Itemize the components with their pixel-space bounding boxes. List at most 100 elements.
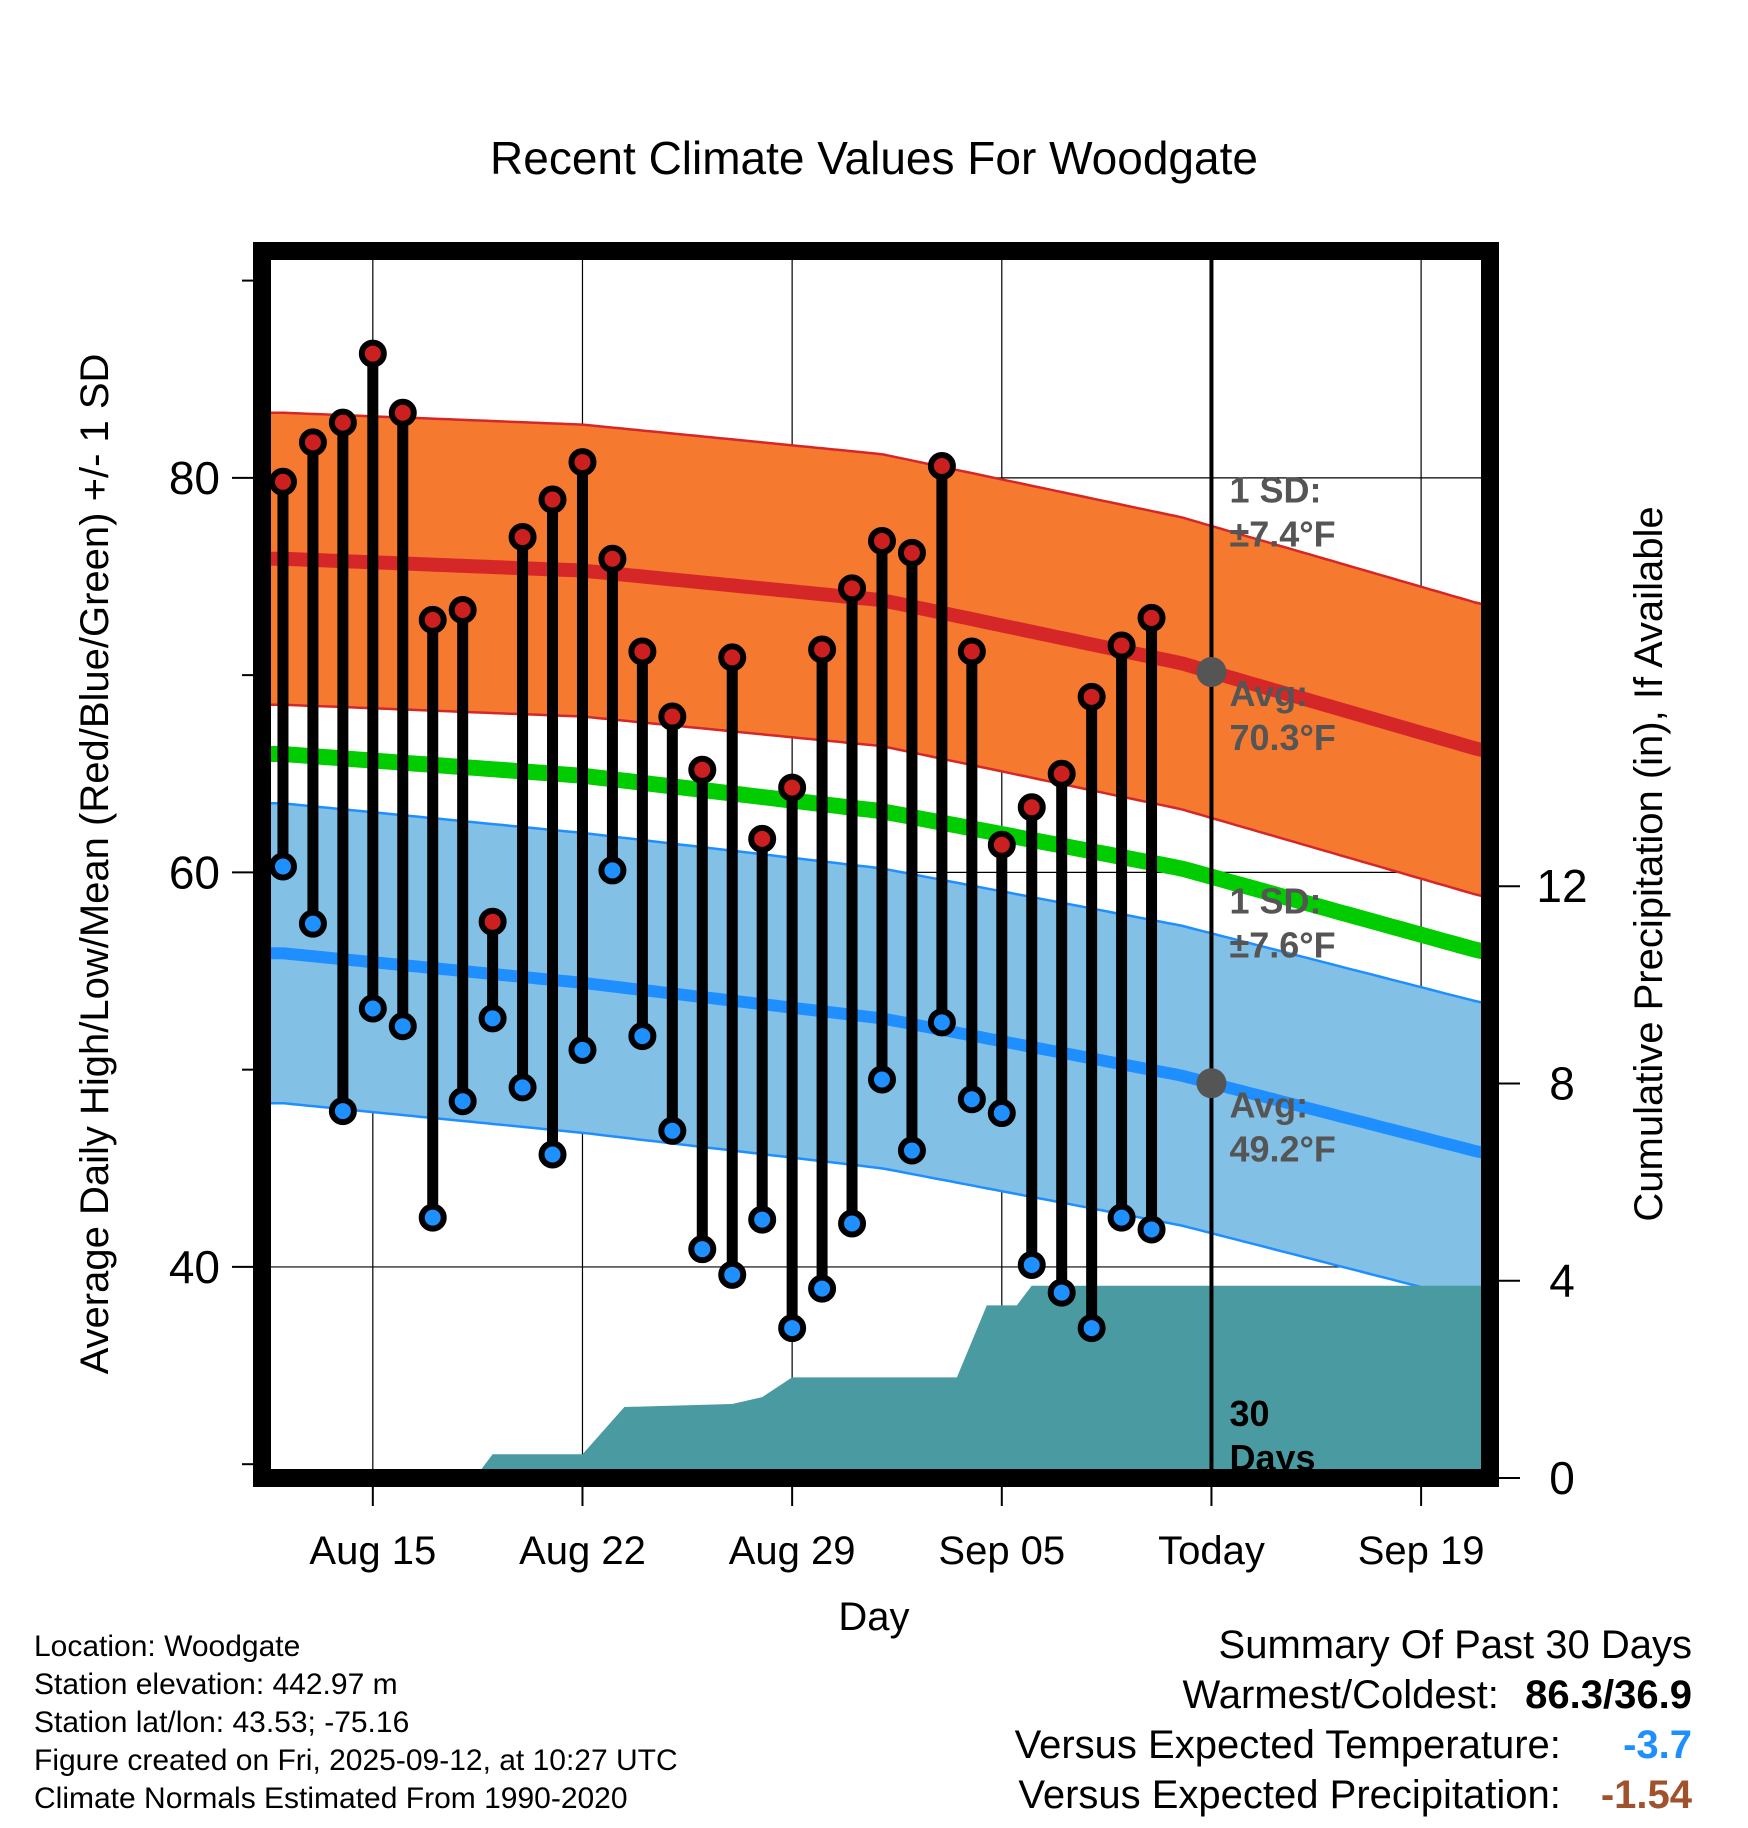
observed-high-marker — [927, 452, 956, 481]
observed-high-marker — [808, 635, 837, 664]
observed-low-marker — [598, 856, 627, 885]
observed-low-marker — [538, 1140, 567, 1169]
observed-low-marker — [508, 1073, 537, 1102]
y2-tick-label: 4 — [1549, 1255, 1575, 1307]
observed-low-marker — [418, 1203, 447, 1232]
observed-high-marker — [718, 643, 747, 672]
observed-low-marker — [658, 1116, 687, 1145]
observed-low-marker — [927, 1008, 956, 1037]
y2-axis-label: Cumulative Precipitation (in), If Availa… — [1627, 506, 1671, 1221]
summary-temp-value: -3.7 — [1623, 1723, 1692, 1767]
x-tick-label: Aug 15 — [309, 1529, 436, 1573]
high-avg-annotation-line-1: Avg: — [1229, 673, 1308, 714]
observed-low-marker — [987, 1099, 1016, 1128]
high-sd-annotation-line-2: ±7.4°F — [1229, 513, 1335, 554]
observed-high-marker — [268, 467, 297, 496]
info-location: Location: Woodgate — [34, 1630, 301, 1663]
y2-tick-label: 12 — [1536, 860, 1587, 912]
x-tick-label: Sep 19 — [1358, 1529, 1485, 1573]
observed-low-marker — [957, 1085, 986, 1114]
observed-low-marker — [897, 1136, 926, 1165]
x-tick-label: Today — [1158, 1529, 1265, 1573]
observed-low-marker — [268, 852, 297, 881]
low-sd-annotation-line-2: ±7.6°F — [1229, 925, 1335, 966]
observed-high-marker — [388, 398, 417, 427]
observed-high-marker — [628, 637, 657, 666]
low-avg-annotation-line-1: Avg: — [1229, 1084, 1308, 1125]
x-tick-label: Sep 05 — [938, 1529, 1065, 1573]
observed-high-marker — [418, 605, 447, 634]
y-tick-label: 40 — [169, 1241, 220, 1293]
summary-precip-value: -1.54 — [1600, 1773, 1692, 1817]
high-sd-annotation-line-1: 1 SD: — [1229, 469, 1321, 510]
observed-low-marker — [867, 1065, 896, 1094]
observed-high-marker — [478, 907, 507, 936]
observed-high-marker — [598, 544, 627, 573]
observed-high-marker — [1077, 682, 1106, 711]
summary-panel: Summary Of Past 30 Days Warmest/Coldest:… — [1015, 1620, 1692, 1820]
observed-high-marker — [508, 523, 537, 552]
station-info: Location: Woodgate Station elevation: 44… — [34, 1628, 678, 1818]
summary-warm-label: Warmest/Coldest: — [1182, 1673, 1499, 1717]
info-latlon: Station lat/lon: 43.53; -75.16 — [34, 1706, 410, 1739]
summary-warm-value: 86.3/36.9 — [1525, 1673, 1692, 1717]
observed-low-marker — [328, 1097, 357, 1126]
observed-low-marker — [1137, 1215, 1166, 1244]
observed-low-marker — [808, 1274, 837, 1303]
y-tick-label: 60 — [169, 846, 220, 898]
x-axis-label: Day — [838, 1595, 909, 1639]
low-avg-annotation-line-2: 49.2°F — [1229, 1128, 1335, 1169]
y2-tick-label: 8 — [1549, 1057, 1575, 1109]
observed-high-marker — [1107, 631, 1136, 660]
info-created: Figure created on Fri, 2025-09-12, at 10… — [34, 1744, 678, 1777]
observed-high-marker — [838, 574, 867, 603]
observed-high-marker — [897, 538, 926, 567]
observed-low-marker — [1017, 1250, 1046, 1279]
observed-high-marker — [358, 339, 387, 368]
low-sd-annotation-line-1: 1 SD: — [1229, 881, 1321, 922]
observed-high-marker — [328, 408, 357, 437]
observed-low-marker — [358, 994, 387, 1023]
high-avg-annotation-line-2: 70.3°F — [1229, 717, 1335, 758]
observed-high-marker — [298, 428, 327, 457]
observed-high-marker — [568, 448, 597, 477]
observed-low-marker — [778, 1314, 807, 1343]
high-sd-upper-edge — [262, 411, 1490, 606]
y-tick-label: 80 — [169, 452, 220, 504]
y2-tick-label: 0 — [1549, 1452, 1575, 1504]
plot-frame — [253, 242, 1499, 1487]
observed-low-marker — [718, 1260, 747, 1289]
observed-low-marker — [568, 1035, 597, 1064]
observed-low-marker — [478, 1004, 507, 1033]
normal-high-line — [262, 551, 1490, 758]
observed-high-marker — [1017, 793, 1046, 822]
observed-high-marker — [987, 830, 1016, 859]
observed-high-marker — [748, 824, 777, 853]
observed-high-marker — [688, 755, 717, 784]
info-normals: Climate Normals Estimated From 1990-2020 — [34, 1782, 628, 1815]
observed-high-marker — [658, 702, 687, 731]
observed-low-marker — [298, 909, 327, 938]
observed-low-marker — [1077, 1314, 1106, 1343]
observed-low-marker — [388, 1012, 417, 1041]
observed-low-marker — [1107, 1203, 1136, 1232]
high-sd-band — [262, 412, 1490, 897]
precip-area — [282, 1285, 1482, 1478]
observed-high-marker — [778, 773, 807, 802]
summary-precip-label: Versus Expected Precipitation: — [1018, 1773, 1561, 1817]
observed-high-marker — [957, 637, 986, 666]
x-tick-label: Aug 22 — [519, 1529, 646, 1573]
observed-low-marker — [688, 1235, 717, 1264]
today-low-normal-marker — [1196, 1068, 1227, 1099]
window-annotation-line-1: 30 — [1229, 1393, 1269, 1434]
summary-title: Summary Of Past 30 Days — [1218, 1623, 1692, 1667]
observed-high-marker — [448, 596, 477, 625]
observed-low-marker — [448, 1087, 477, 1116]
observed-low-marker — [748, 1205, 777, 1234]
chart-title: Recent Climate Values For Woodgate — [490, 132, 1258, 184]
today-high-normal-marker — [1196, 656, 1227, 687]
observed-low-marker — [838, 1209, 867, 1238]
x-tick-label: Aug 29 — [729, 1529, 856, 1573]
